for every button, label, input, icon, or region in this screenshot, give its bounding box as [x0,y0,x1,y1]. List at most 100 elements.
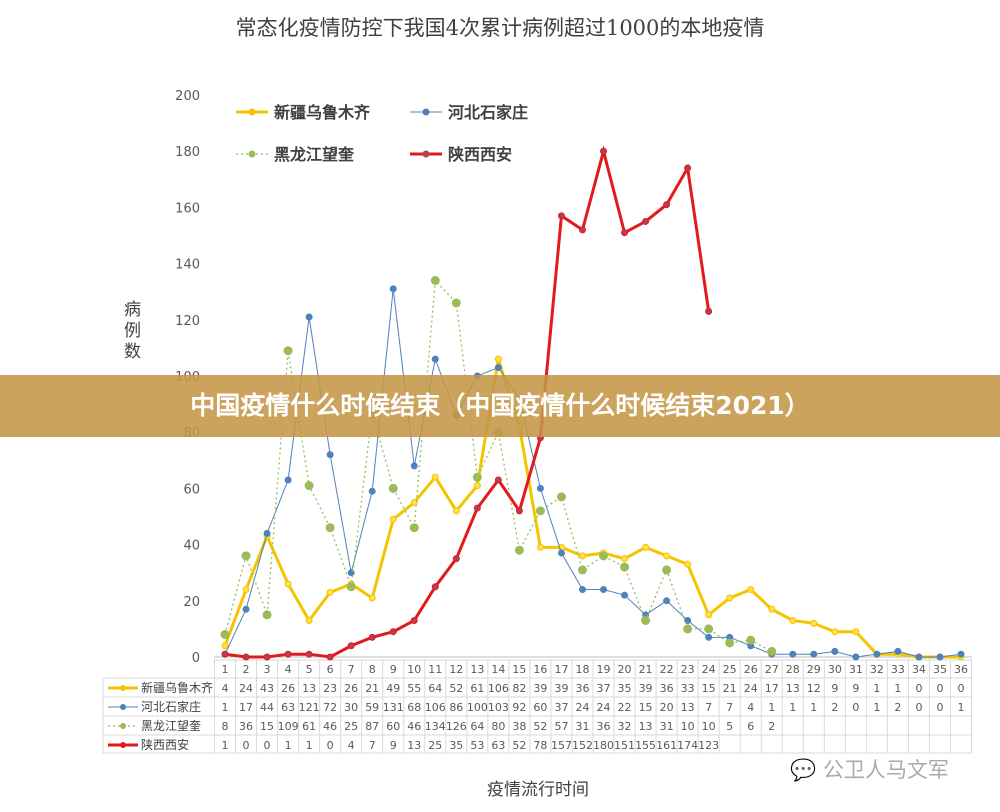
table-cell: 25 [428,739,442,752]
series-3: 8 36 15 109 61 46 25 87 60 46 134 126 64 80 38 52 57 31 36… [220,275,777,733]
table-cell: 0 [264,739,271,752]
data-point [368,594,376,602]
table-cell: 59 [365,701,379,714]
table-cell: 36 [239,720,253,733]
table-cell: 49 [386,682,400,695]
data-point [557,212,565,220]
series-line [224,288,962,658]
table-cell: 78 [533,739,547,752]
y-tick-label: 120 [175,314,200,329]
x-tick-label: 30 [828,663,842,676]
x-tick-label: 7 [348,663,355,676]
data-point [789,650,797,658]
table-cell: 2 [894,701,901,714]
data-point [810,619,818,627]
data-point [430,275,440,285]
x-tick-label: 12 [449,663,463,676]
table-cell: 9 [852,682,859,695]
table-cell: 161 [656,739,677,752]
legend-label: 新疆乌鲁木齐 [274,103,371,122]
table-cell: 0 [243,739,250,752]
table-cell: 1 [810,701,817,714]
chart-title: 常态化疫情防控下我国4次累计病例超过1000的本地疫情 [235,16,765,40]
watermark: 💬 公卫人马文军 [790,754,949,784]
x-tick-label: 24 [702,663,716,676]
data-point [326,588,334,596]
table-cell: 0 [936,682,943,695]
table-cell: 80 [491,720,505,733]
table-cell: 10 [681,720,695,733]
series-line [224,145,711,659]
data-point [600,586,608,594]
x-tick-label: 21 [639,663,653,676]
table-cell: 36 [660,682,674,695]
y-tick-label: 60 [183,482,200,497]
legend-marker [248,108,256,116]
table-cell: 0 [936,701,943,714]
table-cell: 87 [365,720,379,733]
table-row-label: 新疆乌鲁木齐 [141,680,213,695]
x-tick-label: 6 [327,663,334,676]
x-tick-label: 3 [264,663,271,676]
table-cell: 53 [470,739,484,752]
table-cell: 180 [593,739,614,752]
x-tick-label: 27 [765,663,779,676]
data-point [452,507,460,515]
wechat-icon: 💬 [790,758,817,782]
watermark-text: 公卫人马文军 [822,758,949,782]
table-cell: 0 [852,701,859,714]
data-point [663,597,671,605]
table-cell: 15 [702,682,716,695]
table-cell: 21 [365,682,379,695]
table-cell: 26 [344,682,358,695]
data-point [620,562,630,572]
table-cell: 1 [222,739,229,752]
x-tick-label: 13 [470,663,484,676]
data-point [389,285,397,293]
table-cell: 63 [281,701,295,714]
table-cell: 5 [726,720,733,733]
table-cell: 20 [660,701,674,714]
data-point [621,555,629,563]
table-cell: 1 [285,739,292,752]
table-cell: 7 [726,701,733,714]
data-point [577,565,587,575]
data-point [684,616,692,624]
data-point [621,591,629,599]
data-point [873,650,881,658]
table-cell: 15 [639,701,653,714]
table-cell: 1 [958,701,965,714]
table-cell: 12 [807,682,821,695]
data-point [726,594,734,602]
x-axis-label: 疫情流行时间 [487,780,589,800]
table-cell: 52 [533,720,547,733]
data-point [221,642,229,650]
data-point [578,586,586,594]
table-cell: 13 [639,720,653,733]
data-point [368,487,376,495]
data-point [473,482,481,490]
data-point [746,635,756,645]
table-cell: 30 [344,701,358,714]
table-cell: 61 [470,682,484,695]
table-cell: 35 [449,739,463,752]
table-cell: 61 [302,720,316,733]
table-cell: 64 [428,682,442,695]
data-point [831,647,839,655]
data-point [242,586,250,594]
table-cell: 131 [383,701,404,714]
table-cell: 24 [597,701,611,714]
y-tick-label: 0 [192,651,200,666]
table-cell: 9 [831,682,838,695]
table-cell: 24 [575,701,589,714]
data-point [388,483,398,493]
x-tick-label: 1 [222,663,229,676]
table-cell: 39 [533,682,547,695]
data-point [725,638,735,648]
x-tick-label: 11 [428,663,442,676]
data-point [284,580,292,588]
data-point [536,543,544,551]
x-tick-label: 17 [554,663,568,676]
data-point [556,492,566,502]
data-point [810,650,818,658]
